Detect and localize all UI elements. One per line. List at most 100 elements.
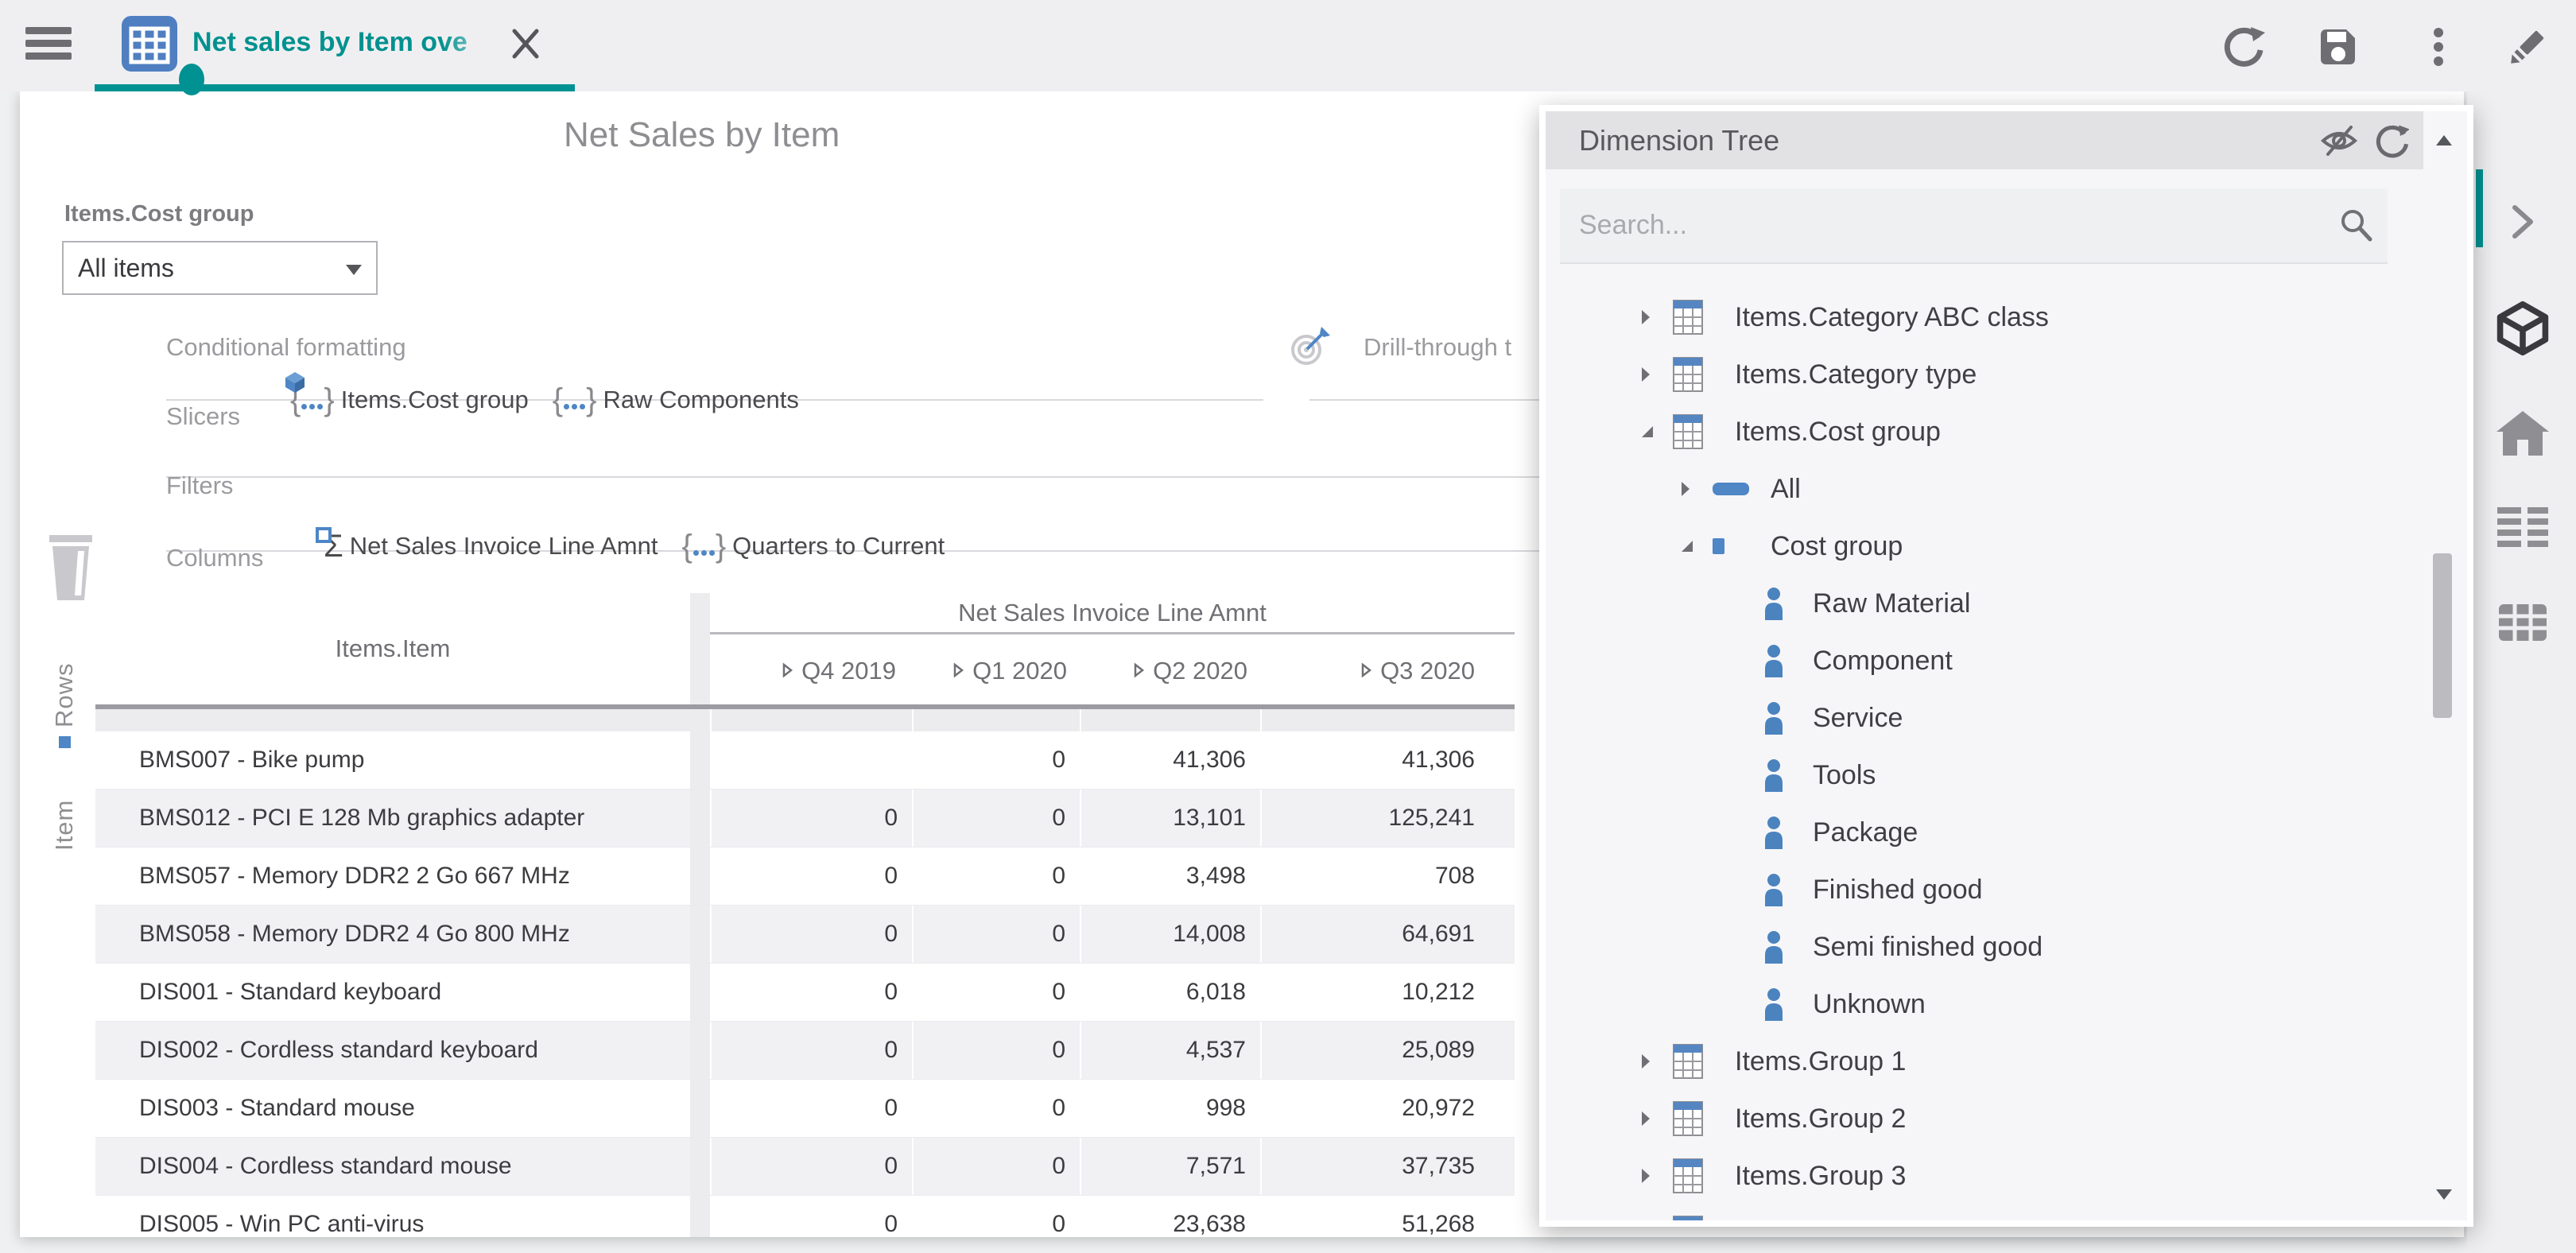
row-dimension-header: Items.Item [95, 593, 690, 704]
tree-node[interactable]: Finished good [1546, 861, 2423, 918]
expand-triangle-icon [1132, 657, 1145, 685]
dimension-tree: Items.Category ABC class Items.Category t… [1546, 289, 2423, 1220]
close-tab-icon[interactable] [510, 29, 542, 60]
tab-title: Net sales by Item ove [192, 26, 467, 57]
value-cell: 0 [710, 1022, 912, 1079]
tree-scrollbar [2423, 111, 2467, 1220]
slicer-chip[interactable]: {} Raw Components [553, 384, 799, 416]
drill-through-label[interactable]: Drill-through t [1364, 333, 1512, 361]
slicer-chip[interactable]: {} Items.Cost group [285, 372, 529, 416]
tree-node-label: Items.Cost group [1735, 416, 1941, 447]
column-header-expand[interactable]: Q3 2020 [1260, 637, 1515, 704]
row-field-label[interactable]: Item [50, 799, 78, 851]
value-cell: 0 [912, 906, 1080, 963]
value-cell: 64,691 [1260, 906, 1515, 963]
column-header-expand[interactable]: Q1 2020 [912, 637, 1080, 704]
table-row: BMS007 - Bike pump 0 41,306 41,306 [95, 731, 1515, 789]
report-tab[interactable]: Net sales by Item ove [95, 0, 575, 95]
value-cell: 20,972 [1260, 1080, 1515, 1137]
hamburger-menu-icon[interactable] [25, 27, 72, 67]
member-set-icon: {} [285, 372, 335, 416]
divider [1309, 399, 1548, 401]
table-row: DIS005 - Win PC anti-virus 0 0 23,638 51,268 [95, 1196, 1515, 1237]
tree-node[interactable]: Service [1546, 689, 2423, 747]
scrollbar-thumb[interactable] [2433, 553, 2452, 718]
tree-node[interactable]: Package [1546, 804, 2423, 861]
tree-node[interactable]: Items.Category ABC class [1546, 289, 2423, 346]
tree-node[interactable]: Items.Group 2 [1546, 1090, 2423, 1147]
row-label-cell: DIS002 - Cordless standard keyboard [95, 1022, 690, 1079]
value-cell: 998 [1080, 1080, 1260, 1137]
expand-node-icon[interactable] [1639, 365, 1673, 384]
tree-node[interactable]: Semi finished good [1546, 918, 2423, 976]
collapse-node-icon[interactable] [1639, 424, 1673, 440]
scroll-down-icon[interactable] [2436, 1189, 2452, 1200]
cube-icon [284, 371, 306, 398]
tree-node-label: Component [1813, 645, 1953, 676]
column-set-chip[interactable]: {} Quarters to Current [681, 530, 945, 562]
search-icon [2338, 208, 2373, 246]
trash-drop-icon[interactable] [46, 533, 95, 606]
collapse-node-icon[interactable] [1679, 538, 1713, 554]
expand-node-icon[interactable] [1639, 308, 1673, 327]
kebab-menu-icon[interactable] [2417, 25, 2460, 68]
dimension-tree-panel: Dimension Tree Items.Category ABC classI… [1539, 105, 2473, 1227]
expand-node-icon[interactable] [1639, 1052, 1673, 1071]
tree-search [1560, 188, 2388, 264]
tree-node-label: Semi finished good [1813, 931, 2043, 962]
value-cell: 10,212 [1260, 964, 1515, 1021]
save-icon[interactable] [2316, 25, 2359, 68]
row-gap-cell [690, 1080, 710, 1137]
tree-node[interactable]: Items.Category type [1546, 346, 2423, 403]
hide-panel-icon[interactable] [2318, 122, 2360, 159]
value-cell: 14,008 [1080, 906, 1260, 963]
tree-node[interactable]: All [1546, 460, 2423, 518]
chevron-down-icon [346, 265, 362, 275]
tree-node-label: Package [1813, 817, 1918, 848]
home-icon[interactable] [2494, 405, 2551, 462]
table-row: BMS057 - Memory DDR2 2 Go 667 MHz 0 0 3,498… [95, 848, 1515, 906]
column-header-expand[interactable]: Q2 2020 [1080, 637, 1260, 704]
member-set-icon: {} [552, 382, 597, 417]
conditional-formatting-label[interactable]: Conditional formatting [166, 333, 406, 361]
tree-node[interactable]: Items.Group 3 [1546, 1147, 2423, 1205]
expand-node-icon[interactable] [1679, 479, 1713, 498]
tree-node-label: Unknown [1813, 988, 1926, 1019]
grid-view-icon[interactable] [2494, 594, 2551, 651]
row-gap-cell [690, 964, 710, 1021]
tree-node[interactable]: Items.Group 1 [1546, 1033, 2423, 1090]
tree-search-input[interactable] [1560, 188, 2388, 262]
expand-node-icon[interactable] [1639, 1109, 1673, 1128]
value-cell: 0 [912, 1022, 1080, 1079]
column-header-expand[interactable]: Q4 2019 [710, 637, 912, 704]
measure-chip[interactable]: Σ Net Sales Invoice Line Amnt [316, 527, 658, 562]
report-list-icon[interactable] [2494, 498, 2551, 556]
tree-node[interactable]: Unknown [1546, 976, 2423, 1033]
active-panel-indicator [2476, 169, 2483, 247]
pencil-edit-icon[interactable] [2504, 25, 2547, 68]
tree-node[interactable]: Raw Material [1546, 575, 2423, 632]
tree-node[interactable]: Component [1546, 632, 2423, 689]
expand-node-icon[interactable] [1639, 1166, 1673, 1185]
collapse-panel-chevron-icon[interactable] [2494, 193, 2551, 250]
hierarchy-table-icon [1673, 357, 1735, 392]
refresh-tree-icon[interactable] [2371, 122, 2412, 159]
tree-node[interactable]: Cost group [1546, 518, 2423, 575]
refresh-icon[interactable] [2222, 25, 2265, 68]
row-gap-cell [690, 906, 710, 963]
row-label-cell: DIS005 - Win PC anti-virus [95, 1196, 690, 1237]
member-set-icon: {} [681, 529, 727, 564]
slicer-dropdown[interactable]: All items [62, 241, 378, 295]
value-cell: 0 [912, 731, 1080, 789]
tree-node[interactable]: Items.Cost group [1546, 403, 2423, 460]
table-row: BMS058 - Memory DDR2 4 Go 800 MHz 0 0 14,00… [95, 906, 1515, 964]
chip-label: Quarters to Current [732, 532, 945, 560]
cube-dimensions-icon[interactable] [2494, 300, 2551, 357]
slicer-chips: {} Items.Cost group {} Raw Components [285, 372, 799, 416]
tree-node[interactable]: Tools [1546, 747, 2423, 804]
scroll-up-icon[interactable] [2436, 135, 2452, 145]
value-cell: 23,638 [1080, 1196, 1260, 1237]
tree-node-label: Items.Category ABC class [1735, 301, 2049, 332]
value-cell: 4,537 [1080, 1022, 1260, 1079]
active-tab-underline [95, 84, 575, 91]
